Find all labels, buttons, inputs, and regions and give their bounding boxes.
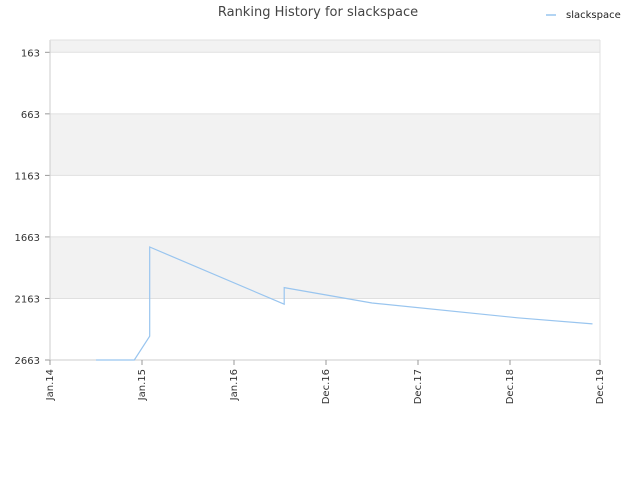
x-tick-label: Jan.16 bbox=[229, 369, 240, 401]
plot-band bbox=[50, 40, 600, 53]
x-tick-label: Jan.14 bbox=[45, 369, 56, 401]
series-lines bbox=[96, 246, 593, 361]
y-tick-label: 163 bbox=[21, 48, 40, 59]
x-tick-labels: Jan.14 Jan.15 Jan.16 Dec.16 Dec.17 Dec.18 Dec.… bbox=[45, 369, 606, 404]
x-tick-label: Dec.18 bbox=[505, 369, 516, 404]
x-tick-label: Dec.17 bbox=[413, 369, 424, 404]
y-tick-labels: 163 663 1163 1663 2163 2663 bbox=[15, 48, 40, 367]
chart-title: Ranking History for slackspace bbox=[218, 5, 418, 20]
y-tick-label: 1163 bbox=[15, 171, 40, 182]
x-tick-label: Dec.16 bbox=[321, 369, 332, 404]
series-line-slackspace bbox=[96, 246, 593, 361]
plot-band bbox=[50, 52, 600, 114]
plot-band bbox=[50, 236, 600, 299]
legend: slackspace bbox=[546, 10, 621, 21]
y-tick-label: 1663 bbox=[15, 233, 40, 244]
plot-band bbox=[50, 113, 600, 176]
plot-bands bbox=[50, 40, 600, 360]
x-tick-label: Dec.19 bbox=[595, 369, 606, 404]
y-tick-label: 2163 bbox=[15, 294, 40, 305]
plot-band bbox=[50, 298, 600, 360]
x-tick-label: Jan.15 bbox=[137, 369, 148, 401]
plot-band bbox=[50, 175, 600, 237]
axes bbox=[45, 39, 601, 365]
y-tick-label: 663 bbox=[21, 110, 40, 121]
y-tick-label: 2663 bbox=[15, 356, 40, 367]
legend-label: slackspace bbox=[566, 10, 621, 21]
